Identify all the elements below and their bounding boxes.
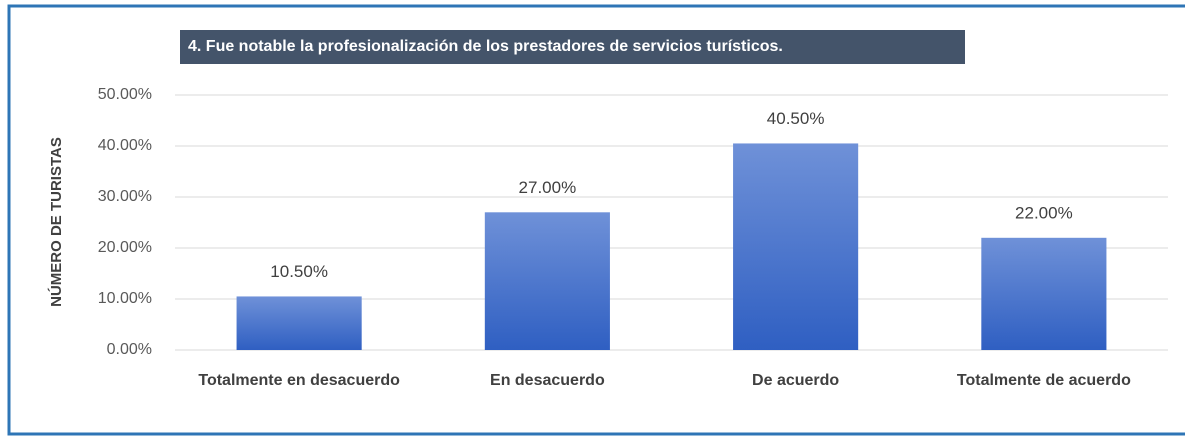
- y-tick-label: 50.00%: [98, 86, 152, 103]
- title-box: [180, 30, 965, 64]
- x-tick-label: Totalmente en desacuerdo: [198, 372, 400, 389]
- x-tick-label: Totalmente de acuerdo: [956, 372, 1131, 389]
- y-tick-label: 10.00%: [98, 290, 152, 307]
- x-tick-label-box: Totalmente de acuerdo: [956, 372, 1131, 389]
- bar: [484, 212, 610, 350]
- y-tick-label: 40.00%: [98, 137, 152, 154]
- value-label: 10.50%: [270, 262, 328, 281]
- x-tick-label-box: De acuerdo: [752, 372, 840, 389]
- x-tick-label-box: En desacuerdo: [490, 372, 605, 389]
- x-tick-label-box: Totalmente en desacuerdo: [198, 372, 400, 389]
- bar: [981, 237, 1107, 350]
- chart-title: 4. Fue notable la profesionalización de …: [188, 38, 783, 55]
- frame: [7, 4, 1185, 436]
- value-label: 27.00%: [519, 178, 577, 197]
- x-tick-label: De acuerdo: [752, 372, 840, 389]
- y-tick-label: 20.00%: [98, 239, 152, 256]
- bar: [236, 296, 362, 350]
- y-tick-label: 30.00%: [98, 188, 152, 205]
- bar: [733, 143, 859, 350]
- value-label: 40.50%: [767, 109, 825, 128]
- y-tick-label: 0.00%: [107, 341, 152, 358]
- value-label: 22.00%: [1015, 203, 1073, 222]
- x-tick-label: En desacuerdo: [490, 372, 605, 389]
- y-axis-title: NÚMERO DE TURISTAS: [47, 137, 65, 307]
